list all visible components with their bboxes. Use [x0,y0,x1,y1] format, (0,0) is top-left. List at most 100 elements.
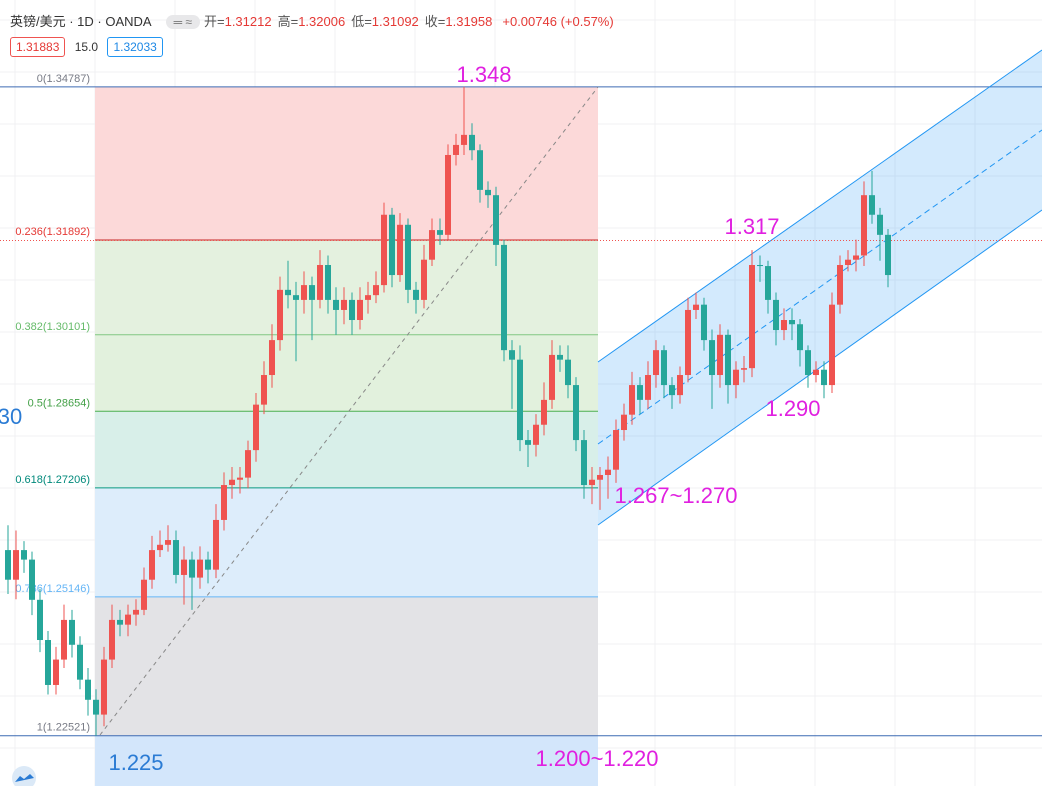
ohlc-label: 高= [277,14,299,29]
channel-line [597,49,1042,363]
candle-body [549,354,555,400]
channel-line [597,209,1042,526]
candle-body [741,368,747,370]
candle-body [581,440,587,486]
candle-body [253,404,259,451]
symbol: 英镑/美元 · 1D · OANDA [10,14,152,29]
candle-body [829,304,835,386]
candle-body [477,150,483,190]
candle-body [557,354,563,360]
candle-body [573,385,579,441]
logo [12,766,36,786]
candle-body [373,285,379,296]
candle-body [525,440,531,445]
candle-body [653,350,659,376]
candle-body [813,369,819,376]
ohlc-label: 低= [351,14,372,29]
candle-body [637,385,643,400]
candle-body [285,289,291,296]
candle-body [101,659,107,715]
candle-body [37,599,43,641]
fib-label: 1(1.22521) [37,722,90,734]
candle-body [349,299,355,321]
candle-body [797,324,803,351]
annotation: 1.348 [456,62,511,87]
candle-body [677,375,683,396]
candle-body [117,619,123,625]
candle-body [517,359,523,441]
candle-body [733,369,739,386]
candle-body [405,224,411,290]
candle-body [821,369,827,386]
candle-body [565,359,571,386]
candle-body [397,224,403,276]
candle-body [389,214,395,276]
candle-body [861,195,867,256]
candle-body [197,559,203,578]
trend-line [99,86,599,736]
candle-body [789,320,795,325]
fib-label: 0.236(1.31892) [15,226,90,238]
candle-body [61,619,67,660]
candle-body [181,559,187,575]
annotation: 1.200~1.220 [536,746,659,771]
candle-body [757,264,763,267]
candle-body [269,340,275,376]
candle-body [229,479,235,486]
ask[interactable]: 1.32033 [107,37,163,57]
fib-label: 0.5(1.28654) [28,397,90,409]
fib-label: 0(1.34787) [37,73,90,85]
candle-body [205,559,211,570]
fib-zone [95,334,598,412]
annotation: 1.225 [108,750,163,775]
candle-body [13,550,19,580]
candle-body [309,285,315,300]
candle-body [365,295,371,300]
logo-icon [15,774,34,782]
candle-body [141,579,147,610]
ohlc: 开=1.31212 高=1.32006 低=1.31092 收=1.31958 [204,14,498,29]
ohlc-value: 1.31092 [371,14,419,29]
candle-body [333,299,339,310]
candle-body [773,299,779,331]
candle-body [317,264,323,300]
fib-zone [95,411,598,488]
candle-body [165,540,171,545]
fib-zone [95,735,598,786]
candle-body [413,289,419,300]
ohlc-value: 1.31212 [224,14,272,29]
candle-body [381,214,387,286]
candle-body [501,244,507,351]
bid[interactable]: 1.31883 [10,37,66,57]
fib-label: 0.618(1.27206) [15,474,90,486]
candle-body [173,540,179,575]
compare-badge[interactable]: ═ ≈ [165,15,200,29]
candle-body [837,264,843,305]
candle-body [237,477,243,480]
candle-body [53,659,59,685]
candle-body [437,230,443,235]
ohlc-value: 1.31958 [445,14,493,29]
candle-body [621,414,627,431]
candle-body [597,474,603,480]
candle-body [469,134,475,151]
candle-body [109,619,115,660]
candle-body [149,550,155,580]
candle-body [885,234,891,276]
candle-body [533,424,539,445]
candle-body [485,189,491,196]
candle-body [125,614,131,625]
candle-body [93,699,99,715]
candle-body [781,320,787,331]
fib-zone [95,86,598,241]
candle-body [5,550,11,580]
candle-body [629,385,635,415]
candle-body [589,479,595,486]
candle-body [133,609,139,615]
candle-body [685,309,691,376]
candle-body [429,230,435,260]
candle-body [877,214,883,235]
annotation: 1.267~1.270 [615,483,738,508]
candle-body [605,469,611,475]
